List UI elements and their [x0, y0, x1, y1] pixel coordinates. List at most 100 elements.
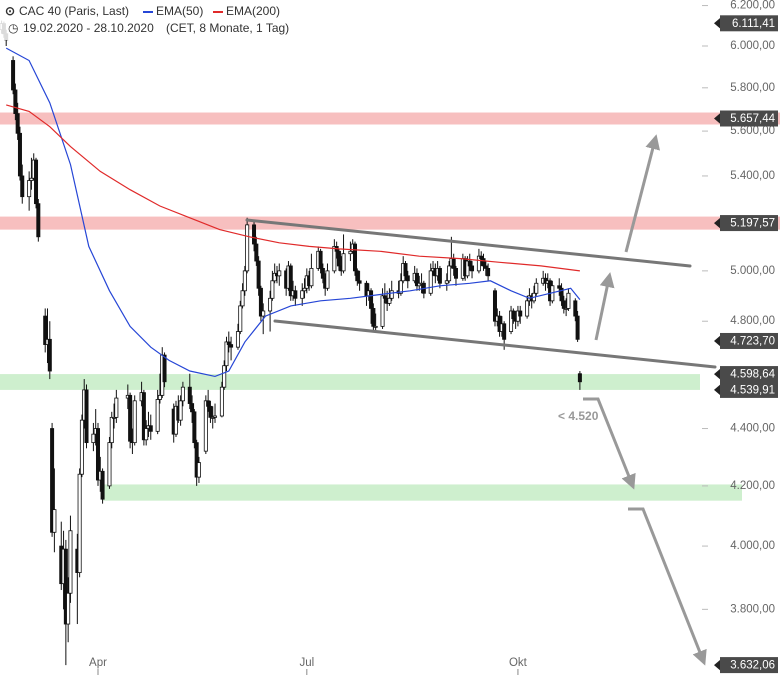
- candle-body: [84, 389, 89, 444]
- candle-body: [382, 295, 387, 299]
- levels: 6.111,41 5.657,44 5.197,57 4.723,70 4.598,64…: [714, 15, 778, 674]
- candle-body: [492, 290, 497, 322]
- level-pointer: [714, 112, 721, 125]
- candle-body: [320, 268, 325, 279]
- candle-body: [77, 473, 82, 573]
- candle-body: [261, 310, 266, 317]
- note: (CET, 8 Monate, 1 Tag): [166, 21, 289, 35]
- level-box: [720, 332, 778, 349]
- candle-body: [210, 416, 215, 419]
- candle-body: [107, 442, 112, 487]
- candle-body: [566, 292, 571, 309]
- candle-body: [141, 392, 146, 441]
- candle-body: [403, 263, 408, 277]
- candle-body: [43, 315, 48, 345]
- channel-upper: [245, 218, 692, 268]
- level-label: 4.539,91: [730, 384, 775, 396]
- arrow: [594, 272, 615, 341]
- candle-body: [66, 592, 71, 625]
- candle-body: [109, 416, 114, 444]
- candle-body: [229, 344, 234, 348]
- candle-body: [318, 250, 323, 269]
- candle-body: [242, 270, 247, 292]
- candle-body: [157, 394, 162, 400]
- candle-body: [203, 400, 208, 452]
- candle-body: [428, 270, 433, 294]
- candle-body: [398, 280, 403, 294]
- ema-line: [5, 47, 581, 378]
- candle-body: [561, 300, 566, 309]
- level-box: [720, 15, 778, 32]
- level-pointer: [714, 383, 721, 396]
- y-tick-label: 6.000,00: [730, 40, 775, 52]
- candle-body: [100, 470, 105, 500]
- candle-body: [325, 270, 330, 289]
- candle-body: [112, 416, 117, 419]
- candle-body: [68, 530, 73, 594]
- candle-body: [272, 272, 277, 282]
- candle-body: [155, 399, 160, 432]
- level-pointer: [714, 17, 721, 30]
- candle-body: [479, 255, 484, 259]
- candle-body: [369, 290, 374, 309]
- candle-body: [277, 270, 282, 277]
- candle-body: [148, 425, 153, 432]
- candle-body: [222, 365, 227, 388]
- candle-body: [29, 177, 34, 181]
- icon: ⊙: [5, 4, 15, 18]
- y-tick-label: 3.800,00: [730, 603, 775, 615]
- candle-body: [213, 415, 218, 418]
- y-tick-label: 5.800,00: [730, 82, 775, 94]
- y-tick-label: 4.000,00: [730, 540, 775, 552]
- arrow: [624, 134, 661, 253]
- candle-body: [511, 310, 516, 320]
- candle-body: [132, 400, 137, 444]
- candle-body: [206, 400, 211, 407]
- candle-body: [144, 428, 149, 441]
- arrow: [583, 397, 636, 490]
- arrow: [628, 507, 707, 666]
- level-box: [720, 215, 778, 232]
- candle-body: [336, 250, 341, 267]
- candle-body: [573, 300, 578, 317]
- candle-body: [557, 285, 562, 289]
- candle-body: [341, 253, 346, 272]
- candle-body: [192, 411, 197, 444]
- y-tick-label: 4.400,00: [730, 423, 775, 435]
- zone: [103, 484, 742, 501]
- candle-body: [371, 308, 376, 327]
- level-pointer: [714, 659, 721, 672]
- candle-body: [187, 386, 192, 404]
- candle-body: [268, 297, 273, 312]
- candle-body: [91, 433, 96, 444]
- candle-body: [63, 548, 68, 625]
- axes: 6.200,00 6.000,00 5.800,00 5.600,00 5.400,00…: [89, 0, 775, 675]
- candle-body: [114, 397, 119, 418]
- candle-body: [245, 224, 250, 272]
- candle-body: [224, 341, 229, 367]
- legend-label: EMA(200): [226, 4, 280, 18]
- candle-body: [357, 280, 362, 284]
- candle-body: [444, 280, 449, 284]
- candle-body: [219, 386, 224, 417]
- level-label: 5.657,44: [730, 113, 775, 125]
- candle-body: [47, 338, 52, 372]
- x-tick-label: Okt: [509, 657, 528, 669]
- candle-body: [467, 260, 472, 267]
- candle-body: [309, 268, 314, 287]
- candle-body: [79, 419, 84, 475]
- x-tick-label: Apr: [89, 657, 107, 669]
- candle-body: [194, 442, 199, 478]
- candle-body: [465, 260, 470, 277]
- candle-body: [447, 265, 452, 282]
- y-tick-label: 4.800,00: [730, 315, 775, 327]
- candle-body: [190, 403, 195, 413]
- y-tick-label: 4.200,00: [730, 480, 775, 492]
- candle-body: [564, 308, 569, 310]
- candle-body: [414, 272, 419, 287]
- candle-body: [483, 265, 488, 269]
- level-box: [720, 657, 778, 674]
- level-box: [720, 381, 778, 398]
- y-tick-label: 5.400,00: [730, 170, 775, 182]
- candle-body: [288, 265, 293, 297]
